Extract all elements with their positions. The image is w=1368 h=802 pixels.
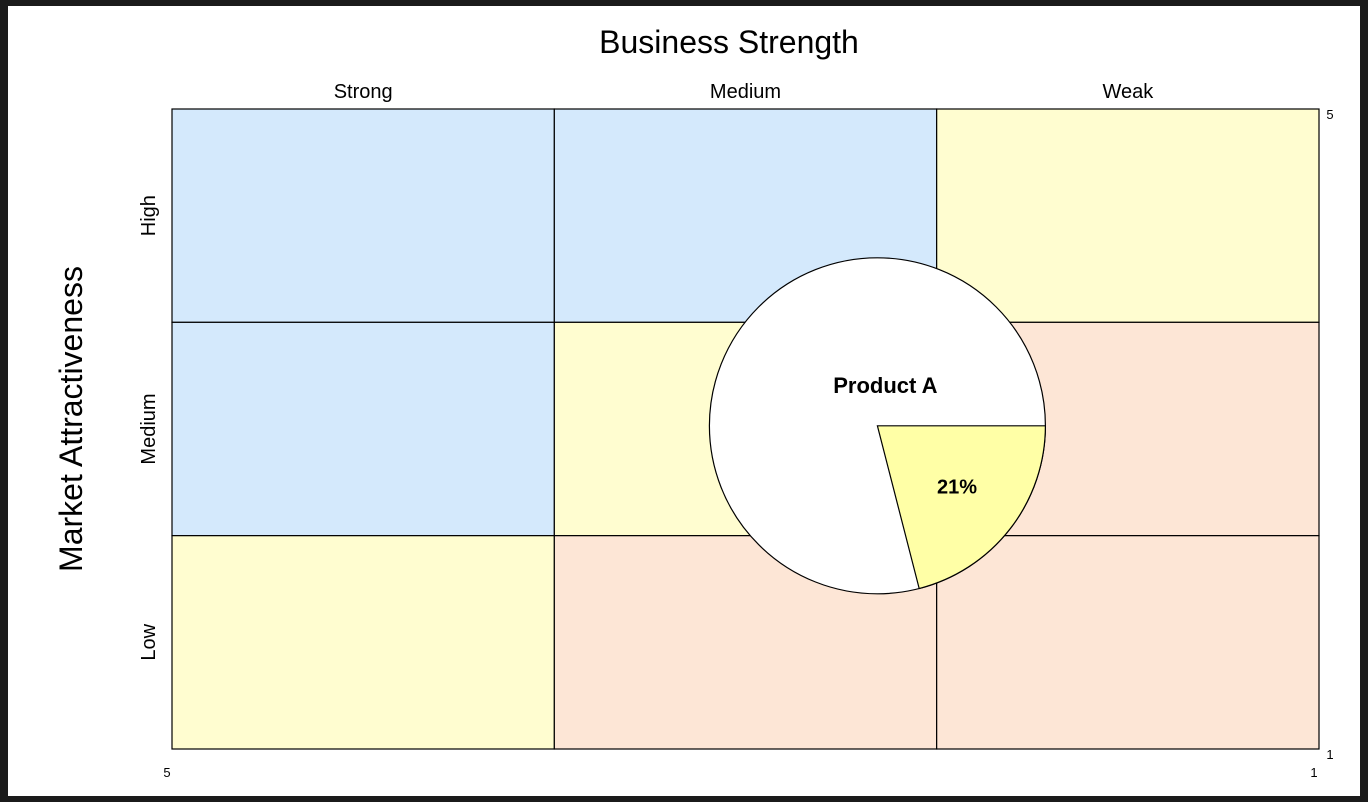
- chart-canvas: Business Strength Market Attractiveness …: [8, 6, 1360, 796]
- chart-title: Business Strength: [599, 24, 859, 60]
- column-header: Weak: [1102, 81, 1154, 103]
- matrix-cells: [171, 108, 1320, 750]
- bubbles: Product A 21%: [708, 257, 1047, 595]
- row-header: Medium: [138, 393, 160, 464]
- row-header: High: [138, 195, 160, 236]
- bubble-name-label: Product A: [833, 373, 937, 398]
- matrix-cell-harvest: [936, 535, 1320, 750]
- bubble-share-label: 21%: [937, 477, 977, 499]
- column-header: Strong: [334, 81, 393, 103]
- x-tick-left: 5: [163, 765, 170, 780]
- y-axis-label: Market Attractiveness: [53, 266, 89, 572]
- row-header: Low: [138, 623, 160, 660]
- matrix-cell-invest: [171, 108, 555, 323]
- matrix-labels: Business Strength Market Attractiveness …: [53, 24, 1334, 780]
- matrix-cell-selective: [171, 535, 555, 750]
- y-tick-bottom: 1: [1326, 747, 1333, 762]
- matrix-cell-invest: [171, 321, 555, 537]
- column-header: Medium: [710, 81, 781, 103]
- ge-mckinsey-matrix-chart: Business Strength Market Attractiveness …: [53, 24, 1334, 780]
- y-tick-top: 5: [1326, 107, 1333, 122]
- bubble-share-slice: [876, 425, 1047, 590]
- matrix-cell-selective: [936, 108, 1320, 323]
- x-tick-right: 1: [1310, 765, 1317, 780]
